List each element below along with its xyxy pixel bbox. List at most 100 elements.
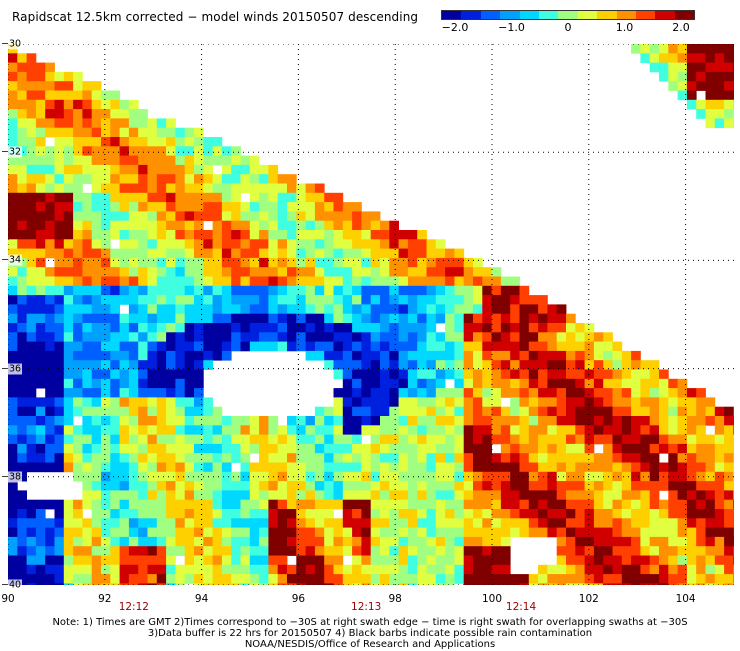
wind-difference-cell [26, 369, 37, 380]
wind-difference-cell [212, 239, 223, 249]
wind-difference-cell [54, 323, 65, 333]
wind-difference-cell [259, 304, 269, 315]
wind-difference-cell [296, 202, 306, 212]
wind-difference-cell [101, 239, 111, 249]
wind-difference-cell [398, 285, 409, 296]
wind-difference-cell [417, 490, 427, 501]
wind-difference-cell [147, 509, 158, 519]
wind-difference-cell [166, 211, 176, 222]
wind-difference-cell [445, 341, 455, 352]
wind-difference-cell [556, 546, 567, 556]
wind-difference-cell [45, 536, 55, 547]
wind-difference-cell [203, 285, 213, 296]
wind-difference-cell [166, 285, 176, 296]
wind-difference-cell [101, 341, 111, 352]
wind-difference-cell [593, 574, 604, 584]
wind-difference-cell [473, 564, 483, 575]
wind-difference-cell [333, 304, 344, 315]
wind-difference-cell [659, 555, 669, 566]
wind-difference-cell [324, 257, 334, 268]
wind-difference-cell [156, 388, 167, 398]
wind-difference-cell [101, 499, 111, 510]
wind-difference-cell [203, 425, 213, 435]
wind-difference-cell [73, 220, 83, 231]
wind-difference-cell [426, 509, 437, 519]
wind-difference-cell [407, 332, 418, 342]
wind-difference-cell [249, 527, 260, 538]
wind-difference-cell [175, 295, 186, 305]
wind-difference-cell [659, 416, 669, 426]
wind-difference-cell [101, 118, 111, 129]
wind-difference-cell [128, 332, 139, 342]
wind-difference-cell [659, 434, 669, 445]
wind-difference-cell [73, 546, 83, 556]
wind-difference-cell [305, 490, 316, 501]
wind-difference-cell [389, 518, 399, 528]
wind-difference-cell [398, 406, 409, 417]
wind-difference-cell [519, 481, 530, 491]
wind-difference-cell [612, 350, 623, 361]
wind-difference-cell [26, 416, 37, 426]
wind-difference-cell [724, 518, 734, 528]
wind-difference-cell [194, 239, 204, 249]
wind-difference-cell [26, 397, 37, 408]
wind-difference-cell [17, 564, 27, 575]
wind-difference-cell [454, 481, 465, 491]
wind-difference-cell [668, 53, 678, 63]
wind-difference-cell [63, 276, 74, 287]
wind-difference-cell [268, 499, 279, 510]
wind-difference-cell [35, 555, 46, 566]
wind-difference-cell [54, 583, 65, 585]
wind-difference-cell [705, 71, 716, 82]
wind-difference-cell [426, 257, 437, 268]
wind-difference-cell [631, 443, 641, 454]
wind-difference-cell [686, 99, 697, 110]
wind-difference-cell [705, 527, 716, 538]
wind-difference-cell [417, 406, 427, 417]
wind-difference-cell [147, 276, 158, 287]
wind-difference-cell [528, 574, 539, 584]
wind-difference-cell [333, 499, 344, 510]
wind-difference-cell [277, 564, 288, 575]
wind-difference-cell [584, 397, 595, 408]
wind-difference-cell [249, 164, 260, 175]
wind-difference-cell [268, 313, 279, 324]
wind-difference-cell [352, 490, 362, 501]
wind-difference-cell [352, 388, 362, 398]
wind-difference-cell [166, 378, 176, 389]
wind-difference-cell [407, 360, 418, 370]
wind-difference-cell [249, 174, 260, 184]
wind-difference-cell [324, 462, 334, 473]
wind-difference-cell [696, 481, 706, 491]
wind-difference-cell [194, 490, 204, 501]
wind-difference-cell [175, 499, 186, 510]
wind-difference-cell [686, 71, 697, 82]
wind-difference-cell [370, 471, 381, 482]
wind-difference-cell [621, 509, 632, 519]
wind-difference-cell [696, 53, 706, 63]
wind-difference-cell [8, 230, 18, 240]
wind-difference-cell [370, 574, 381, 584]
wind-difference-cell [584, 574, 595, 584]
wind-difference-cell [324, 211, 334, 222]
wind-difference-cell [91, 295, 102, 305]
wind-difference-cell [640, 425, 651, 435]
wind-difference-cell [445, 425, 455, 435]
wind-difference-cell [491, 304, 502, 315]
wind-difference-cell [212, 192, 223, 203]
wind-difference-cell [500, 388, 511, 398]
wind-difference-cell [361, 555, 372, 566]
wind-difference-cell [156, 155, 167, 166]
wind-difference-cell [156, 564, 167, 575]
wind-difference-cell [733, 81, 734, 91]
wind-difference-cell [138, 555, 148, 566]
wind-difference-cell [17, 350, 27, 361]
wind-difference-cell [426, 313, 437, 324]
wind-difference-cell [305, 323, 316, 333]
wind-difference-cell [380, 406, 390, 417]
wind-difference-cell [435, 453, 446, 463]
wind-difference-cell [389, 388, 399, 398]
wind-difference-cell [8, 490, 18, 501]
wind-difference-cell [268, 202, 279, 212]
wind-difference-cell [35, 416, 46, 426]
